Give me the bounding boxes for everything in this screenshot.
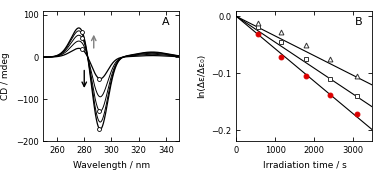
- Y-axis label: ln(Δε/Δε₀): ln(Δε/Δε₀): [197, 54, 206, 98]
- Y-axis label: CD / mdeg: CD / mdeg: [1, 52, 10, 100]
- X-axis label: Irradiation time / s: Irradiation time / s: [262, 161, 346, 170]
- Text: B: B: [355, 17, 362, 27]
- X-axis label: Wavelength / nm: Wavelength / nm: [73, 161, 150, 170]
- Text: A: A: [162, 17, 169, 27]
